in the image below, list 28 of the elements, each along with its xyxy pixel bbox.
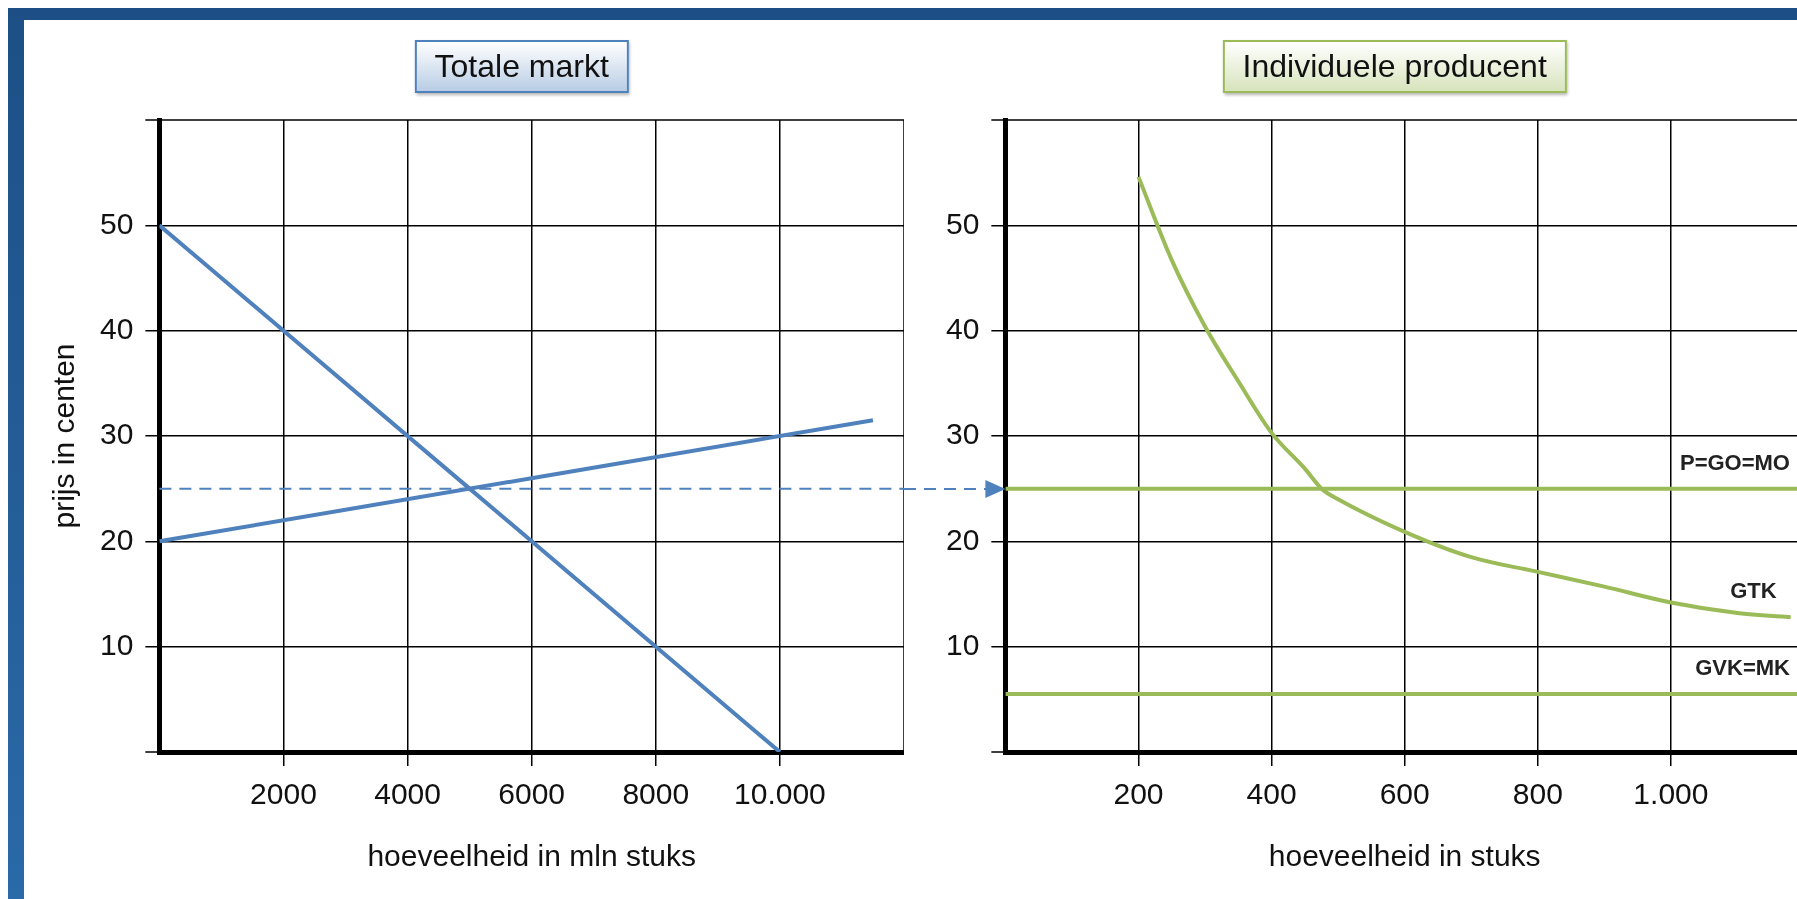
y-tick-label: 50: [99, 206, 134, 240]
chart-title: Totale markt: [414, 40, 629, 93]
x-axis-title: hoeveelheid in stuks: [1268, 839, 1541, 873]
x-tick-label: 6000: [498, 777, 566, 811]
chart-title: Individuele producent: [1222, 40, 1567, 93]
x-tick-label: 400: [1246, 777, 1297, 811]
y-tick-label: 30: [945, 417, 980, 451]
y-tick-label: 30: [99, 417, 134, 451]
series-label: GVK=MK: [1695, 655, 1791, 681]
y-tick-label: 50: [945, 206, 980, 240]
series-label: GTK: [1730, 578, 1777, 604]
x-tick-label: 800: [1512, 777, 1563, 811]
y-tick-label: 40: [945, 311, 980, 345]
y-tick-label: 10: [945, 627, 980, 661]
x-tick-label: 200: [1113, 777, 1164, 811]
x-tick-label: 4000: [374, 777, 441, 811]
x-tick-label: 8000: [622, 777, 690, 811]
y-tick-label: 40: [99, 311, 134, 345]
x-tick-label: 2000: [250, 777, 317, 811]
series-label: P=GO=MO: [1679, 449, 1790, 475]
y-tick-label: 10: [99, 627, 134, 661]
x-tick-label: 600: [1379, 777, 1430, 811]
y-tick-label: 20: [99, 522, 134, 556]
y-tick-label: 20: [945, 522, 980, 556]
x-axis-title: hoeveelheid in mln stuks: [367, 839, 696, 873]
x-tick-label: 1.000: [1633, 777, 1709, 811]
y-axis-title: prijs in centen: [47, 343, 81, 529]
x-tick-label: 10.000: [734, 777, 826, 811]
